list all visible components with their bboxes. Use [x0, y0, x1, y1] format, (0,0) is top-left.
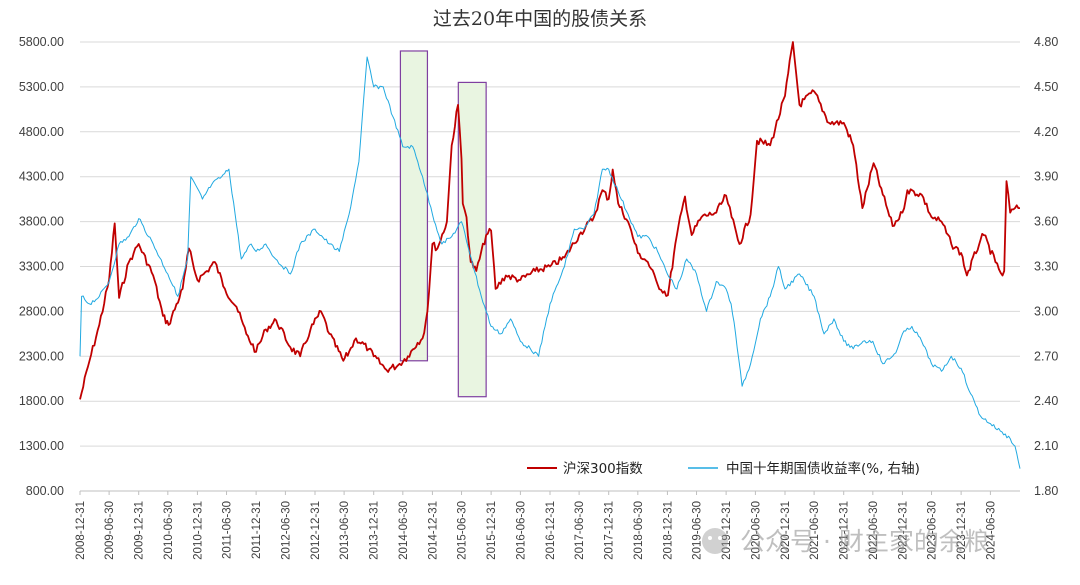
- x-tick-label: 2023-12-31: [956, 501, 968, 560]
- left-tick-label: 2800.00: [19, 304, 64, 318]
- x-tick-label: 2017-12-31: [604, 501, 616, 560]
- x-tick-label: 2008-12-31: [75, 501, 87, 560]
- right-tick-label: 3.30: [1034, 260, 1058, 274]
- x-tick-label: 2020-06-30: [750, 501, 762, 560]
- wechat-icon-eye-right: [718, 536, 722, 540]
- x-tick-label: 2021-06-30: [809, 501, 821, 560]
- watermark-text: 公众号 · 财主家的余粮: [740, 527, 989, 556]
- x-tick-label: 2021-12-31: [839, 501, 851, 560]
- left-tick-label: 5300.00: [19, 80, 64, 94]
- watermark: 公众号 · 财主家的余粮: [702, 527, 989, 556]
- x-tick-label: 2014-12-31: [427, 501, 439, 560]
- left-tick-label: 5800.00: [19, 35, 64, 49]
- x-tick-label: 2014-06-30: [398, 501, 410, 560]
- highlight-box-2: [457, 81, 487, 398]
- right-tick-label: 2.70: [1034, 349, 1058, 363]
- legend: 沪深300指数 中国十年期国债收益率(%, 右轴): [527, 460, 920, 477]
- legend-label-bond-yield: 中国十年期国债收益率(%, 右轴): [726, 460, 920, 477]
- right-tick-label: 4.80: [1034, 35, 1058, 49]
- highlight-box-1: [399, 50, 429, 362]
- x-tick-label: 2019-12-31: [721, 501, 733, 560]
- x-tick-label: 2024-06-30: [985, 501, 997, 560]
- right-tick-label: 1.80: [1034, 484, 1058, 498]
- left-tick-label: 1800.00: [19, 394, 64, 408]
- left-tick-label: 3300.00: [19, 260, 64, 274]
- x-tick-label: 2022-12-31: [897, 501, 909, 560]
- x-tick-label: 2011-06-30: [222, 501, 234, 559]
- x-tick-label: 2012-06-30: [280, 501, 292, 560]
- left-tick-label: 2300.00: [19, 349, 64, 363]
- right-tick-label: 3.60: [1034, 215, 1058, 229]
- x-tick-label: 2013-12-31: [369, 501, 381, 560]
- left-tick-label: 800.00: [26, 484, 64, 498]
- x-tick-label: 2018-06-30: [633, 501, 645, 560]
- wechat-icon-eye-left: [708, 536, 712, 540]
- series-line-bond-yield: [79, 56, 1021, 469]
- left-tick-label: 4800.00: [19, 125, 64, 139]
- x-tick-label: 2023-06-30: [927, 501, 939, 560]
- right-tick-label: 3.90: [1034, 170, 1058, 184]
- wechat-icon: [702, 528, 728, 554]
- x-tick-label: 2015-06-30: [457, 501, 469, 560]
- x-tick-label: 2009-12-31: [134, 501, 146, 560]
- right-tick-label: 2.10: [1034, 439, 1058, 453]
- x-tick-label: 2016-12-31: [545, 501, 557, 560]
- right-tick-label: 2.40: [1034, 394, 1058, 408]
- x-tick-label: 2009-06-30: [104, 501, 116, 560]
- right-tick-label: 4.50: [1034, 80, 1058, 94]
- series-line-csi300: [79, 41, 1020, 400]
- x-tick-label: 2020-12-31: [780, 501, 792, 560]
- right-tick-label: 3.00: [1034, 304, 1058, 318]
- legend-label-csi300: 沪深300指数: [563, 461, 643, 477]
- x-tick-label: 2017-06-30: [574, 501, 586, 560]
- x-tick-label: 2010-06-30: [163, 501, 175, 560]
- x-tick-label: 2022-06-30: [868, 501, 880, 560]
- left-tick-label: 4300.00: [19, 170, 64, 184]
- x-tick-label: 2018-12-31: [662, 501, 674, 560]
- left-tick-label: 3800.00: [19, 215, 64, 229]
- x-tick-label: 2015-12-31: [486, 501, 498, 560]
- x-tick-label: 2011-12-31: [251, 501, 263, 559]
- x-tick-label: 2019-06-30: [692, 501, 704, 560]
- x-tick-label: 2013-06-30: [339, 501, 351, 560]
- left-tick-label: 1300.00: [19, 439, 64, 453]
- right-tick-label: 4.20: [1034, 125, 1058, 139]
- x-tick-label: 2010-12-31: [192, 501, 204, 560]
- chart-title: 过去20年中国的股债关系: [433, 8, 647, 30]
- x-tick-label: 2016-06-30: [515, 501, 527, 560]
- x-tick-label: 2012-12-31: [310, 501, 322, 560]
